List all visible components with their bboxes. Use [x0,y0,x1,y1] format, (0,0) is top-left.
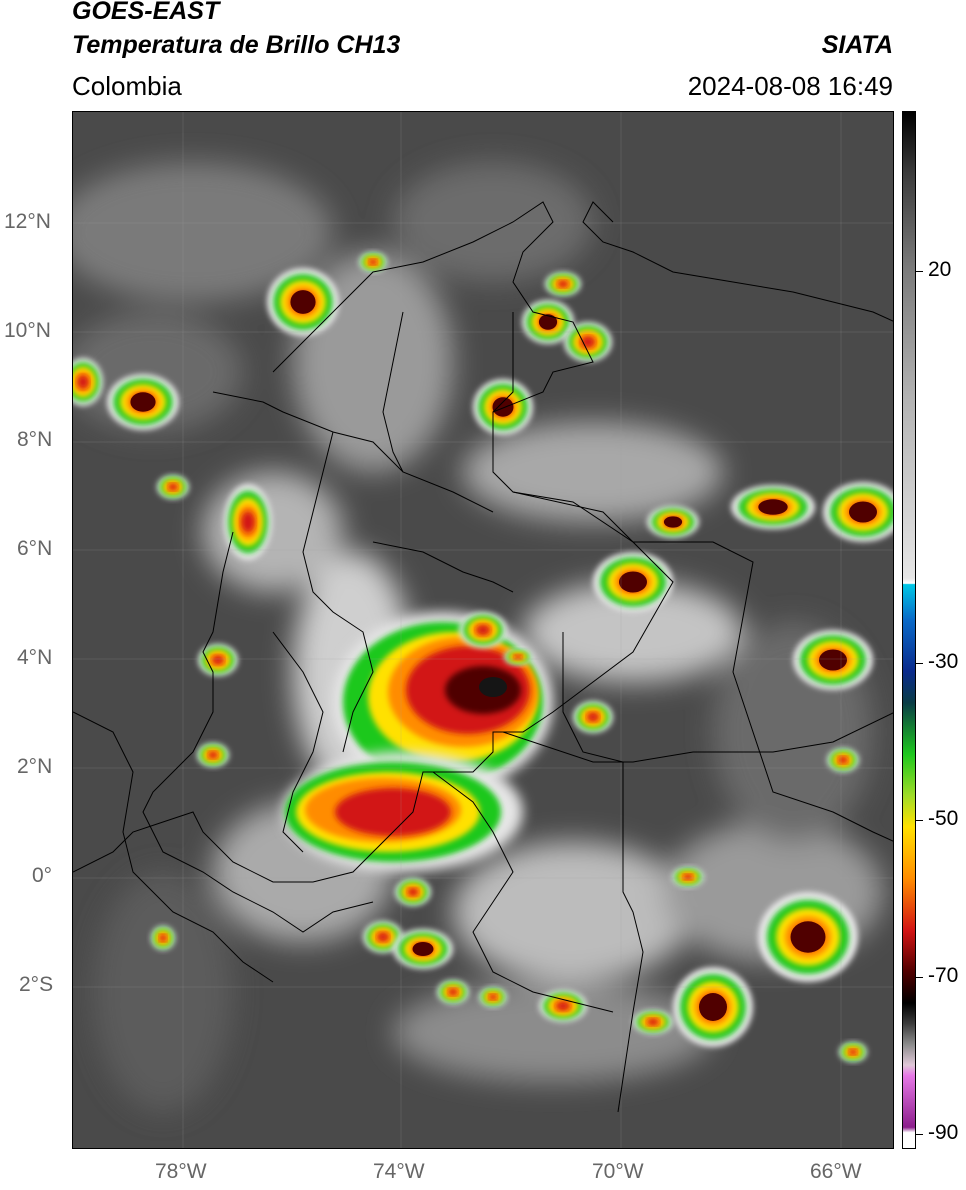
colorbar-label: 20 [928,258,952,281]
storm-cell [489,994,497,1000]
storm-cell [849,1049,857,1055]
lat-label: 10°N [4,319,51,342]
storm-core [819,649,847,671]
lat-label: 2°S [19,973,54,996]
lon-label: 74°W [373,1160,425,1183]
lon-label: 70°W [592,1160,644,1183]
storm-core [849,501,877,523]
storm-core [758,499,788,515]
lat-label: 8°N [17,428,53,451]
lat-label: 6°N [17,537,53,560]
storm-core [663,516,683,528]
colorbar-label: -30 [928,650,959,673]
storm-cell [369,259,377,265]
storm-cell [838,756,848,764]
lat-label: 2°N [17,755,53,778]
storm-core [699,993,727,1021]
storm-core [290,290,316,314]
storm-cell [208,751,218,759]
lon-label: 66°W [810,1160,862,1183]
lon-label: 78°W [155,1160,207,1183]
colorbar-label: -50 [928,807,959,830]
storm-cell [557,280,569,288]
storm-cell [212,655,224,665]
lat-label: 0° [32,864,53,887]
storm-cell [77,375,89,389]
storm-cell [241,511,255,533]
storm-cell [377,932,389,942]
storm-cell [448,988,458,996]
satellite-map [72,111,894,1149]
storm-cell [407,888,419,896]
storm-cell [556,1001,570,1011]
lat-label: 4°N [17,646,53,669]
storm-core [790,921,826,953]
region-label: Colombia [72,71,182,101]
colorbar-label: -70 [928,964,959,987]
storm-cell [168,483,178,491]
colorbar-label: -90 [928,1121,959,1144]
lat-label: 12°N [4,210,51,233]
storm-cell [683,874,693,880]
title-line1: GOES-EAST [72,0,220,25]
storm-core [492,397,514,417]
storm-cell [159,934,167,942]
storm-cell [514,654,522,660]
storm-core [619,571,647,593]
storm-core [130,392,156,412]
org-label: SIATA [821,31,893,59]
storm-cells [73,252,893,1062]
storm-cell [476,624,490,636]
datetime-label: 2024-08-08 16:49 [687,71,893,101]
title-line2: Temperatura de Brillo CH13 [72,31,401,59]
borders [73,201,893,1113]
storm-core [412,942,434,956]
storm-cell [587,712,599,722]
graticule [73,112,893,1148]
colorbar [902,111,916,1149]
storm-cell [647,1018,659,1026]
storm-core [538,314,558,330]
